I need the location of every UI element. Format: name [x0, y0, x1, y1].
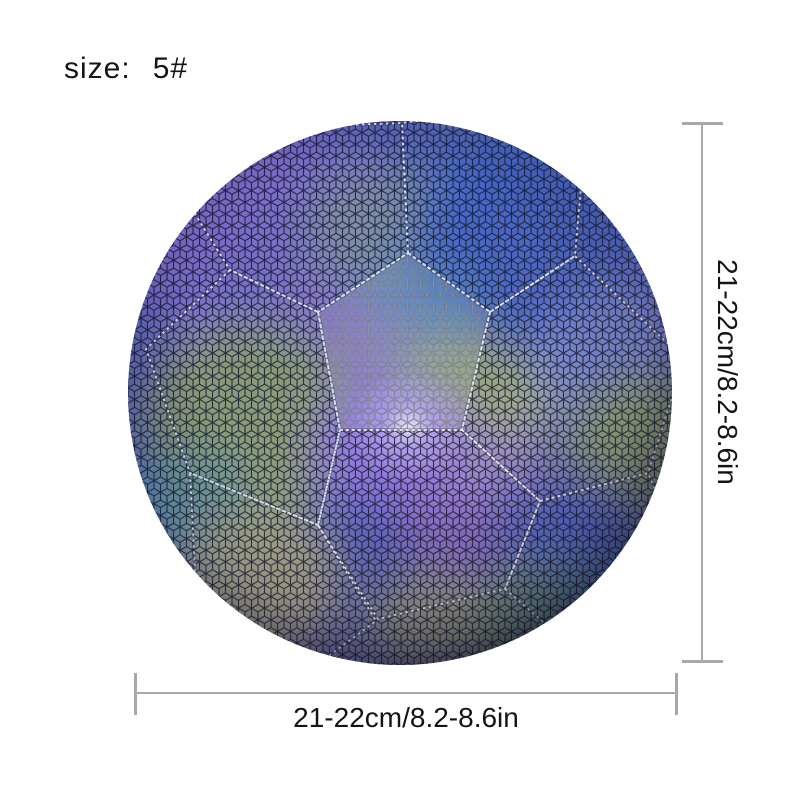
size-label: size: 5#	[64, 52, 188, 86]
width-dimension-cap-right	[675, 673, 678, 715]
width-dimension-line	[134, 692, 678, 694]
size-label-text: size:	[64, 52, 131, 85]
height-dimension-cap-bottom	[682, 660, 723, 663]
width-dimension-cap-left	[134, 673, 137, 715]
width-dimension-label: 21-22cm/8.2-8.6in	[293, 702, 519, 733]
height-dimension-line	[701, 122, 703, 663]
ball-graphic	[128, 121, 672, 665]
soccer-ball-image	[128, 121, 672, 665]
height-dimension-cap-top	[682, 122, 723, 125]
height-dimension-label: 21-22cm/8.2-8.6in	[712, 259, 743, 485]
ball-sphere-shading	[128, 121, 672, 665]
product-image	[128, 121, 673, 666]
size-value: 5#	[152, 52, 189, 85]
